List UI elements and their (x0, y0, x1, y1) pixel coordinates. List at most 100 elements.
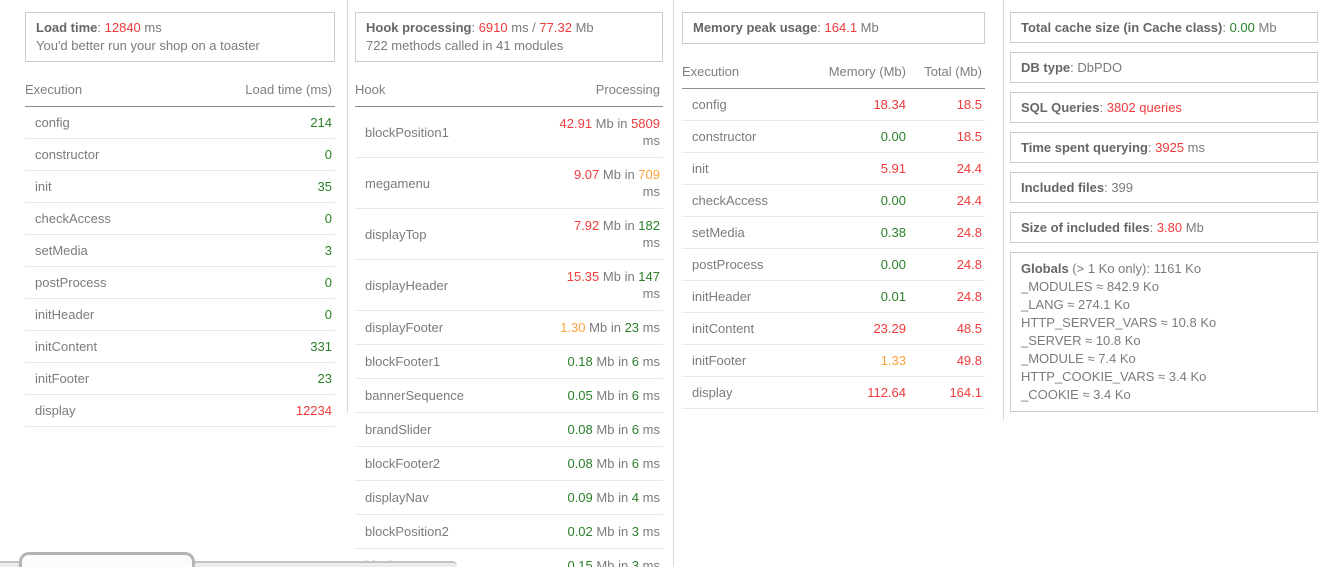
table-row: postProcess 0 (25, 266, 335, 299)
table-row: initContent 331 (25, 330, 335, 363)
total-memory-value: 24.8 (909, 248, 985, 281)
execution-name: display (25, 394, 180, 427)
table-row: display 112.64 164.1 (682, 376, 985, 409)
total-value-number: 18.5 (956, 129, 982, 144)
table-row: blockPosition1 42.91 Mb in 5809 ms (355, 106, 663, 158)
hook-processing-value: 1.30 Mb in 23 ms (535, 310, 663, 345)
hook-time-value: 3 (631, 558, 640, 567)
global-variable-item: _SERVER ≈ 10.8 Ko (1021, 333, 1141, 348)
hook-name: blockFooter2 (355, 446, 535, 481)
global-variable-item: HTTP_COOKIE_VARS ≈ 3.4 Ko (1021, 369, 1207, 384)
included-size-panel: Size of included files: 3.80 Mb (1010, 212, 1318, 243)
table-row: blockPosition2 0.02 Mb in 3 ms (355, 514, 663, 549)
table-row: displayFooter 1.30 Mb in 23 ms (355, 310, 663, 345)
execution-name: init (25, 170, 180, 203)
hook-memory-value: 0.09 (567, 490, 593, 505)
table-row: brandSlider 0.08 Mb in 6 ms (355, 412, 663, 447)
memory-value: 0.38 (801, 216, 909, 249)
total-value-number: 24.8 (956, 289, 982, 304)
global-variable-item: _COOKIE ≈ 3.4 Ko (1021, 387, 1131, 402)
globals-summary: Globals (> 1 Ko only): 1161 Ko (1021, 260, 1307, 278)
load-time-table: Execution Load time (ms) config 214 constr… (25, 76, 335, 427)
globals-list: _MODULES ≈ 842.9 Ko _LANG ≈ 274.1 Ko HTTP_… (1021, 278, 1307, 404)
total-value-number: 24.8 (956, 257, 982, 272)
hook-name: bannerSequence (355, 378, 535, 413)
hook-time-value: 6 (631, 388, 640, 403)
memory-value-number: 0.01 (880, 289, 906, 304)
hook-memory-value: 7.92 (573, 218, 600, 233)
hook-time-unit: ms / (507, 20, 540, 35)
table-row: constructor 0.00 18.5 (682, 120, 985, 153)
col-header-total: Total (Mb) (909, 58, 985, 89)
memory-value-number: 0.38 (880, 225, 906, 240)
db-type-value: DbPDO (1077, 60, 1123, 75)
hook-time-value: 3 (631, 524, 640, 539)
table-row: postProcess 0.00 24.8 (682, 248, 985, 281)
col-header-load-time: Load time (ms) (180, 76, 335, 107)
load-time-column: Load time: 12840 ms You'd better run you… (25, 12, 335, 427)
globals-label: Globals (1021, 261, 1069, 276)
memory-peak-panel: Memory peak usage: 164.1 Mb (682, 12, 985, 44)
table-row: display 12234 (25, 394, 335, 427)
hook-processing-label: Hook processing (366, 20, 472, 35)
execution-name: initFooter (682, 344, 801, 377)
total-memory-value: 48.5 (909, 312, 985, 345)
execution-name: init (682, 152, 801, 185)
total-memory-value: 18.5 (909, 120, 985, 153)
col-header-execution: Execution (25, 76, 180, 107)
hook-memory-value: 0.02 (567, 524, 593, 539)
hook-processing-value: 7.92 Mb in 182 ms (535, 208, 663, 260)
total-memory-value: 164.1 (909, 376, 985, 409)
hook-processing-panel: Hook processing: 6910 ms / 77.32 Mb 722 … (355, 12, 663, 62)
column-divider-2 (673, 0, 674, 567)
hook-name: displayTop (355, 208, 535, 260)
table-row: setMedia 3 (25, 234, 335, 267)
hook-memory-value: 9.07 (573, 167, 600, 182)
included-size-label: Size of included files (1021, 220, 1150, 235)
table-header-row: Execution Load time (ms) (25, 76, 335, 107)
separator: : (471, 20, 479, 35)
hook-memory-value: 1.30 (560, 320, 586, 335)
table-row: megamenu 9.07 Mb in 709 ms (355, 157, 663, 209)
execution-name: constructor (25, 138, 180, 171)
separator: : (817, 20, 825, 35)
table-row: config 18.34 18.5 (682, 88, 985, 121)
total-memory-value: 24.8 (909, 280, 985, 313)
table-row: init 35 (25, 170, 335, 203)
memory-peak-label: Memory peak usage (693, 20, 818, 35)
memory-peak-summary: Memory peak usage: 164.1 Mb (693, 19, 974, 37)
total-memory-value: 18.5 (909, 88, 985, 121)
total-value-number: 24.4 (956, 193, 982, 208)
global-variable-item: _MODULES ≈ 842.9 Ko (1021, 279, 1159, 294)
table-row: initFooter 1.33 49.8 (682, 344, 985, 377)
table-row: blockFooter2 0.08 Mb in 6 ms (355, 446, 663, 481)
load-time-value: 35 (180, 170, 335, 203)
hook-name: displayNav (355, 480, 535, 515)
globals-panel: Globals (> 1 Ko only): 1161 Ko _MODULES … (1010, 252, 1318, 412)
memory-value: 0.00 (801, 248, 909, 281)
total-value-number: 48.5 (956, 321, 982, 336)
total-memory-value: 24.8 (909, 216, 985, 249)
hook-time-value: 6 (631, 422, 640, 437)
column-divider-1 (347, 0, 348, 413)
hook-memory-value: 0.08 (567, 422, 593, 437)
included-files-value: 399 (1111, 180, 1134, 195)
hook-memory-value: 0.05 (567, 388, 593, 403)
memory-value: 1.33 (801, 344, 909, 377)
hook-time-value: 182 (638, 218, 660, 233)
hook-name: blockPosition1 (355, 106, 535, 158)
hook-processing-value: 0.09 Mb in 4 ms (535, 480, 663, 515)
load-time-value: 12840 (104, 20, 141, 35)
total-value-number: 24.8 (956, 225, 982, 240)
table-row: blockFooter1 0.18 Mb in 6 ms (355, 344, 663, 379)
execution-name: checkAccess (25, 202, 180, 235)
debug-toolbar-handle[interactable] (19, 552, 195, 567)
globals-suffix: (> 1 Ko only): 1161 Ko (1068, 261, 1202, 276)
col-header-hook: Hook (355, 76, 535, 107)
hook-processing-value: 0.05 Mb in 6 ms (535, 378, 663, 413)
hook-processing-value: 0.02 Mb in 3 ms (535, 514, 663, 549)
memory-peak-value: 164.1 (824, 20, 858, 35)
separator: : (1070, 60, 1078, 75)
hook-time-value: 709 (638, 167, 660, 182)
